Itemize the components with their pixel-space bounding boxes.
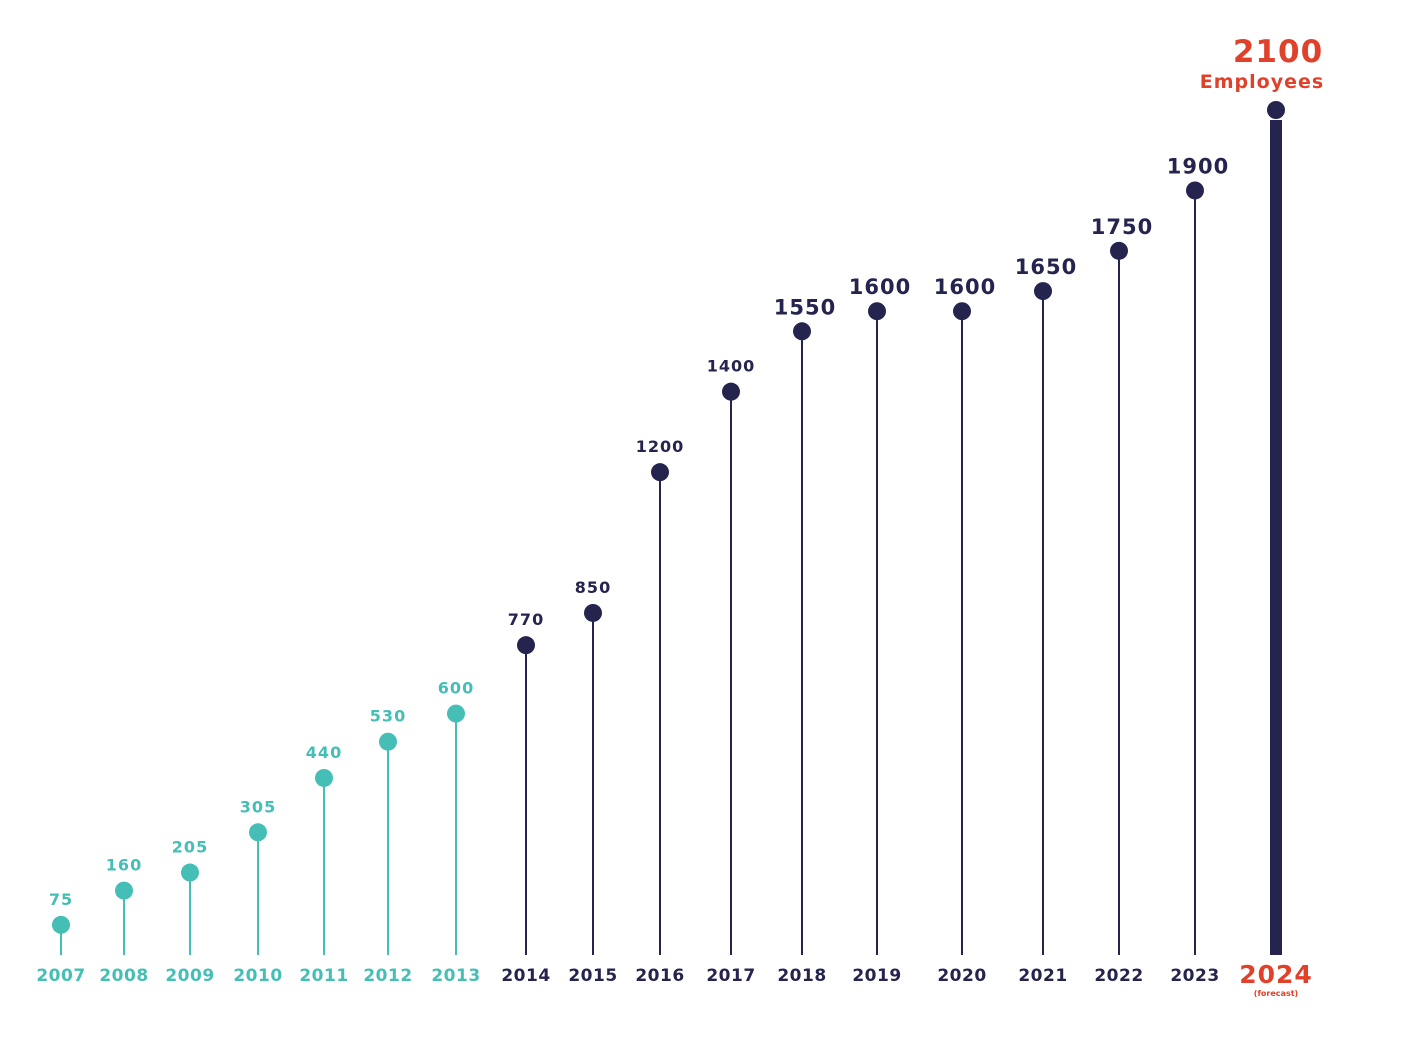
dot-2012 — [379, 732, 397, 751]
year-labels-layer: 2007 2008 2009 2010 2011 2012 2013 2014 2015 2016… — [36, 960, 1313, 989]
year-label-2022: 2022 — [1094, 966, 1143, 986]
dot-2007 — [52, 915, 70, 934]
year-label-2021: 2021 — [1018, 966, 1067, 986]
value-label-2009: 205 — [172, 838, 208, 857]
year-label-2009: 2009 — [165, 966, 214, 986]
year-label-2017: 2017 — [706, 966, 755, 986]
dot-2016 — [651, 463, 669, 482]
forecast-note: (forecast) — [1254, 989, 1298, 998]
year-label-2014: 2014 — [501, 966, 550, 986]
highlight-value-label: 2100 — [1233, 34, 1323, 70]
dot-2023 — [1186, 181, 1204, 200]
year-label-2018: 2018 — [777, 966, 826, 986]
dot-2009 — [181, 863, 199, 882]
year-label-2020: 2020 — [937, 966, 986, 986]
value-label-2007: 75 — [49, 890, 73, 909]
value-label-2011: 440 — [306, 743, 342, 762]
dot-2010 — [249, 823, 267, 842]
value-label-2020: 1600 — [934, 275, 996, 299]
value-label-2019: 1600 — [849, 275, 911, 299]
dot-2015 — [584, 603, 602, 622]
value-label-2022: 1750 — [1091, 215, 1153, 239]
value-label-2017: 1400 — [707, 357, 756, 376]
dot-2021 — [1034, 282, 1052, 301]
dots-layer — [52, 101, 1285, 934]
dot-2008 — [115, 881, 133, 900]
value-label-2023: 1900 — [1167, 154, 1229, 178]
year-label-2011: 2011 — [299, 966, 348, 986]
dot-2014 — [517, 636, 535, 655]
stem-2024 — [1270, 120, 1282, 955]
year-label-2008: 2008 — [99, 966, 148, 986]
dot-2018 — [793, 322, 811, 341]
year-label-2015: 2015 — [568, 966, 617, 986]
value-label-2013: 600 — [438, 679, 474, 698]
value-label-2021: 1650 — [1015, 255, 1077, 279]
value-label-2008: 160 — [106, 856, 142, 875]
dot-2013 — [447, 704, 465, 723]
dot-2022 — [1110, 241, 1128, 260]
year-label-2016: 2016 — [635, 966, 684, 986]
dot-2024 — [1267, 101, 1285, 119]
year-label-2013: 2013 — [431, 966, 480, 986]
value-label-2018: 1550 — [774, 295, 836, 319]
year-label-2010: 2010 — [233, 966, 282, 986]
dot-2019 — [868, 302, 886, 321]
year-label-2007: 2007 — [36, 966, 85, 986]
dot-2011 — [315, 768, 333, 787]
highlight-unit-label: Employees — [1200, 71, 1324, 93]
dot-2017 — [722, 382, 740, 401]
year-label-2012: 2012 — [363, 966, 412, 986]
value-label-2015: 850 — [575, 578, 611, 597]
year-label-2023: 2023 — [1170, 966, 1219, 986]
year-label-2019: 2019 — [852, 966, 901, 986]
value-label-2014: 770 — [508, 610, 544, 629]
stems-layer — [60, 120, 1282, 955]
year-label-2024: 2024 — [1239, 960, 1313, 989]
dot-2020 — [953, 302, 971, 321]
value-label-2012: 530 — [370, 707, 406, 726]
value-labels-layer: 75 160 205 305 440 530 600 770 850 1200 1400 1550 16… — [49, 154, 1229, 909]
value-label-2016: 1200 — [636, 437, 685, 456]
value-label-2010: 305 — [240, 797, 276, 816]
